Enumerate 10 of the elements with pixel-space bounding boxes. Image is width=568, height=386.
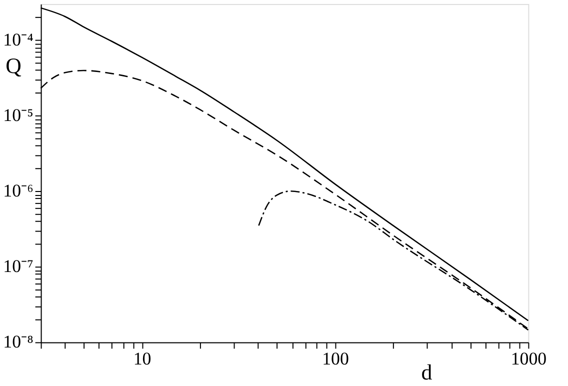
y-axis-title: Q: [6, 54, 22, 78]
x-tick-label: 10: [133, 348, 152, 369]
x-tick-label: 100: [322, 348, 349, 369]
y-tick-label: 10⁻⁸: [3, 332, 34, 352]
y-tick-label: 10⁻⁶: [3, 180, 34, 201]
y-tick-label: 10⁻⁵: [3, 105, 34, 126]
x-tick-label: 1000: [510, 348, 547, 369]
x-axis-title: d: [421, 360, 432, 385]
y-tick-label: 10⁻⁷: [3, 256, 34, 276]
y-tick-label: 10⁻⁴: [3, 30, 34, 50]
